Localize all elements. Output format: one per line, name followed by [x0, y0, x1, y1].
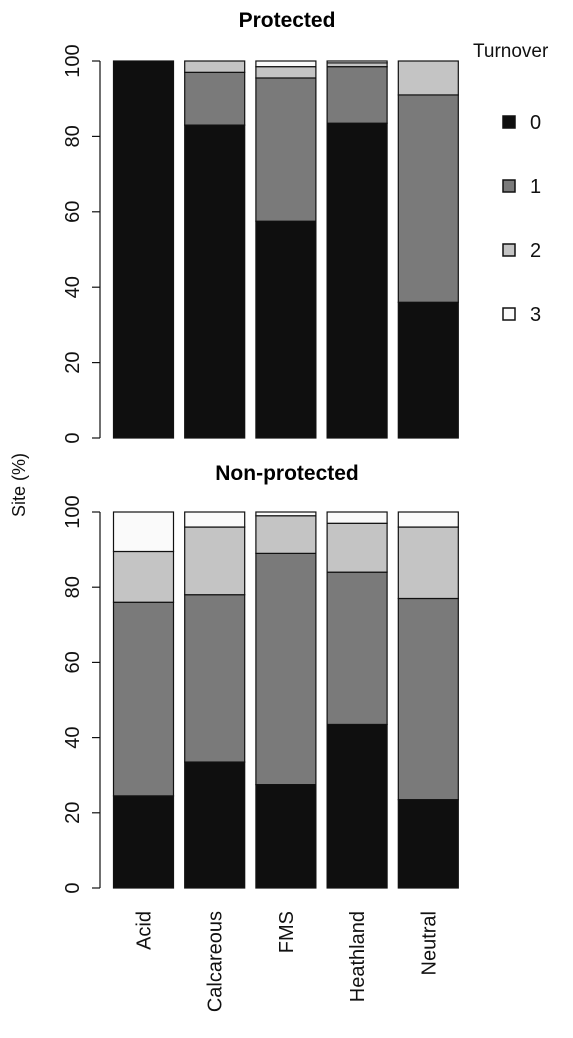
bar-segment-protected-heathland-turnover-3	[326, 60, 388, 64]
legend-swatch-3	[502, 307, 516, 321]
x-tick-label-fms: FMS	[276, 911, 298, 953]
bar-segment-non-protected-calcareous-turnover-0	[184, 761, 246, 889]
bar-segment-non-protected-fms-turnover-3	[255, 511, 317, 517]
bar-segment-non-protected-neutral-turnover-1	[397, 597, 459, 801]
x-tick-labels: Acid Calcareous FMS Heathland Neutral	[134, 911, 441, 1012]
bar-segment-protected-fms-turnover-1	[255, 77, 317, 222]
bar-segment-non-protected-heathland-turnover-2	[326, 522, 388, 573]
bar-segment-non-protected-acid-turnover-3	[112, 511, 175, 553]
bar-segment-non-protected-calcareous-turnover-3	[184, 511, 246, 528]
bar-segment-protected-acid-turnover-0	[112, 60, 175, 439]
y-tick-label: 20	[62, 351, 84, 373]
bar-segment-non-protected-heathland-turnover-3	[326, 511, 388, 524]
bar-segment-non-protected-fms-turnover-0	[255, 783, 317, 889]
bar-segment-non-protected-calcareous-turnover-1	[184, 594, 246, 763]
bar-segment-protected-fms-turnover-2	[255, 66, 317, 79]
bar-segment-protected-calcareous-turnover-2	[184, 60, 246, 73]
bar-segment-non-protected-calcareous-turnover-2	[184, 526, 246, 596]
y-tick-label: 80	[62, 576, 84, 598]
y-tick-label: 100	[62, 44, 84, 77]
bar-segment-non-protected-neutral-turnover-0	[397, 799, 459, 889]
bar-segment-protected-heathland-turnover-1	[326, 66, 388, 124]
x-tick-label-acid: Acid	[134, 911, 156, 950]
x-tick-label-calcareous: Calcareous	[205, 911, 227, 1012]
bar-segment-non-protected-acid-turnover-1	[112, 601, 175, 797]
legend: Turnover 0 1 2 3	[473, 41, 549, 326]
bar-segment-non-protected-fms-turnover-1	[255, 552, 317, 786]
bar-segment-protected-neutral-turnover-2	[397, 60, 459, 96]
bar-segment-non-protected-fms-turnover-2	[255, 515, 317, 554]
bar-segment-non-protected-acid-turnover-0	[112, 795, 175, 889]
x-tick-label-heathland: Heathland	[347, 911, 369, 1002]
bar-segment-non-protected-neutral-turnover-3	[397, 511, 459, 528]
panel-title-non-protected: Non-protected	[215, 462, 359, 485]
bar-segment-non-protected-heathland-turnover-0	[326, 723, 388, 889]
y-tick-label: 80	[62, 125, 84, 147]
legend-label-0: 0	[530, 112, 541, 134]
bar-segment-protected-fms-turnover-3	[255, 60, 317, 68]
panel-protected: Protected 0 20 40 60 80 100	[62, 9, 459, 444]
y-tick-label: 0	[62, 432, 84, 443]
legend-label-3: 3	[530, 304, 541, 326]
bar-segment-protected-calcareous-turnover-1	[184, 71, 246, 126]
bar-segment-protected-neutral-turnover-1	[397, 94, 459, 303]
y-tick-label: 60	[62, 651, 84, 673]
bar-segment-protected-neutral-turnover-0	[397, 301, 459, 439]
panel-non-protected: Non-protected 0 20 40 60 80 100	[62, 462, 459, 894]
bar-segment-protected-fms-turnover-0	[255, 220, 317, 439]
bar-segment-non-protected-heathland-turnover-1	[326, 571, 388, 726]
x-tick-label-neutral: Neutral	[418, 911, 440, 975]
bar-segment-protected-heathland-turnover-0	[326, 122, 388, 439]
y-axis-label: Site (%)	[9, 453, 29, 517]
y-tick-label: 0	[62, 882, 84, 893]
legend-swatch-0	[502, 115, 516, 129]
y-tick-label: 60	[62, 201, 84, 223]
y-tick-label: 40	[62, 726, 84, 748]
legend-swatch-1	[502, 179, 516, 193]
bar-segment-protected-calcareous-turnover-0	[184, 124, 246, 439]
legend-swatch-2	[502, 243, 516, 257]
legend-title: Turnover	[473, 41, 549, 62]
y-tick-label: 100	[62, 495, 84, 528]
legend-label-2: 2	[530, 240, 541, 262]
y-tick-label: 20	[62, 802, 84, 824]
legend-label-1: 1	[530, 176, 541, 198]
bar-segment-non-protected-neutral-turnover-2	[397, 526, 459, 600]
panel-title-protected: Protected	[239, 9, 336, 32]
bar-segment-non-protected-acid-turnover-2	[112, 550, 175, 603]
y-tick-label: 40	[62, 276, 84, 298]
